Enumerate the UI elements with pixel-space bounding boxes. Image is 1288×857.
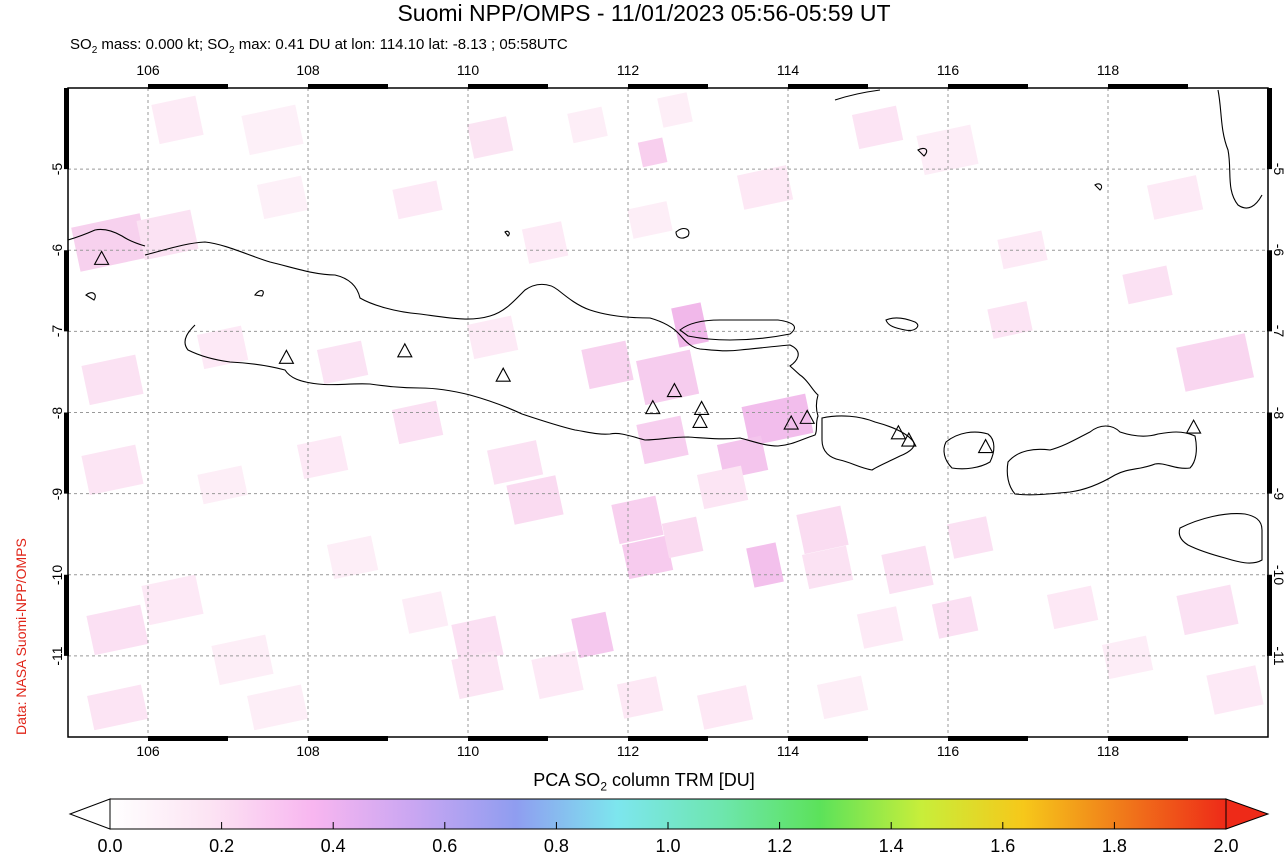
small-island-2 (85, 292, 96, 301)
border-tick-bar (628, 736, 708, 741)
small-island-1 (254, 290, 264, 297)
lon-tick-label-bottom: 114 (776, 743, 800, 759)
sumatra-coastline (68, 228, 146, 247)
colorbar-tick-label: 0.6 (432, 836, 458, 856)
graticule (68, 88, 1268, 737)
colorbar-tick-label: 0.0 (97, 836, 123, 856)
triangle-icon (890, 424, 907, 440)
sumbawa-coastline (1006, 425, 1197, 496)
border-tick-bar (468, 736, 548, 741)
kangean-coastline (885, 317, 919, 331)
lombok-coastline (943, 431, 995, 470)
lon-tick-label-bottom: 110 (456, 743, 480, 759)
bawean-coastline (675, 227, 690, 239)
border-tick-bar (948, 84, 1028, 89)
sumba-coastline (1178, 513, 1263, 564)
map-subtitle: SO2 mass: 0.000 kt; SO2 max: 0.41 DU at … (70, 36, 568, 56)
triangle-icon (93, 250, 110, 265)
small-island-4 (1094, 183, 1103, 191)
borneo-coastline (834, 89, 881, 101)
triangle-icon (977, 438, 994, 454)
border-tick-bar (1267, 88, 1272, 170)
triangle-icon (693, 400, 710, 415)
triangle-icon (278, 349, 295, 364)
map-panel (64, 84, 1272, 741)
colorbar-tick-label: 1.2 (767, 836, 793, 856)
colorbar-tick-label: 0.2 (209, 836, 235, 856)
lon-tick-label-top: 110 (456, 62, 480, 78)
colorbar-tick-label: 1.4 (878, 836, 904, 856)
triangle-icon (783, 414, 800, 430)
lon-tick-label-top: 116 (936, 62, 960, 78)
border-tick-bar (64, 250, 69, 332)
lon-tick-label-top: 114 (776, 62, 800, 78)
triangle-icon (644, 399, 661, 415)
bali-coastline (821, 415, 915, 471)
border-tick-bar (64, 412, 69, 494)
lon-tick-label-top: 112 (616, 62, 640, 78)
border-tick-bar (308, 84, 388, 89)
border-tick-bar (468, 84, 548, 89)
border-tick-bar (948, 736, 1028, 741)
lon-tick-label-bottom: 118 (1096, 743, 1120, 759)
madura-coastline (679, 319, 795, 341)
lon-tick-label-bottom: 116 (936, 743, 960, 759)
sulawesi-coastline (1217, 89, 1263, 209)
lon-tick-label-top: 108 (296, 62, 320, 78)
java-coastline (144, 241, 819, 447)
map-border-ticks (64, 84, 1272, 741)
colorbar-tick-label: 1.0 (655, 836, 681, 856)
triangle-icon (666, 382, 683, 398)
karimunjawa-coastline (504, 230, 510, 237)
colorbar-under-arrow (68, 798, 111, 830)
map-title: Suomi NPP/OMPS - 11/01/2023 05:56-05:59 … (397, 0, 891, 26)
border-tick-bar (1267, 250, 1272, 332)
colorbar-tick-label: 1.6 (990, 836, 1016, 856)
border-tick-bar (628, 84, 708, 89)
border-tick-bar (788, 736, 868, 741)
lon-tick-label-bottom: 106 (136, 743, 160, 759)
colorbar-tick-label: 0.4 (320, 836, 346, 856)
colorbar-over-arrow (1225, 798, 1270, 830)
lon-tick-label-top: 118 (1096, 62, 1120, 78)
small-island-3 (917, 147, 928, 157)
border-tick-bar (308, 736, 388, 741)
so2-pixel-layer (71, 92, 1264, 731)
border-tick-bar (1267, 574, 1272, 656)
lon-tick-label-bottom: 112 (616, 743, 640, 759)
border-tick-bar (148, 84, 228, 89)
triangle-icon (495, 367, 512, 382)
triangle-icon (1185, 418, 1202, 434)
colorbar-tick-label: 0.8 (543, 836, 569, 856)
border-tick-bar (64, 574, 69, 656)
volcano-layer (93, 250, 1202, 454)
colorbar-title: PCA SO2 column TRM [DU] (533, 770, 755, 794)
colorbar-tick-label: 1.8 (1101, 836, 1127, 856)
border-tick-bar (1108, 84, 1188, 89)
border-tick-bar (1267, 412, 1272, 494)
border-tick-bar (788, 84, 868, 89)
colorbar-tick-label: 2.0 (1213, 836, 1239, 856)
triangle-icon (799, 409, 816, 424)
triangle-icon (900, 431, 917, 447)
border-tick-bar (148, 736, 228, 741)
colorbar-ticks (109, 822, 1227, 829)
lon-tick-label-bottom: 108 (296, 743, 320, 759)
border-tick-bar (1108, 736, 1188, 741)
border-tick-bar (64, 88, 69, 170)
lon-tick-label-top: 106 (136, 62, 160, 78)
triangle-icon (692, 413, 708, 428)
triangle-icon (396, 342, 413, 358)
coastlines (68, 89, 1263, 564)
